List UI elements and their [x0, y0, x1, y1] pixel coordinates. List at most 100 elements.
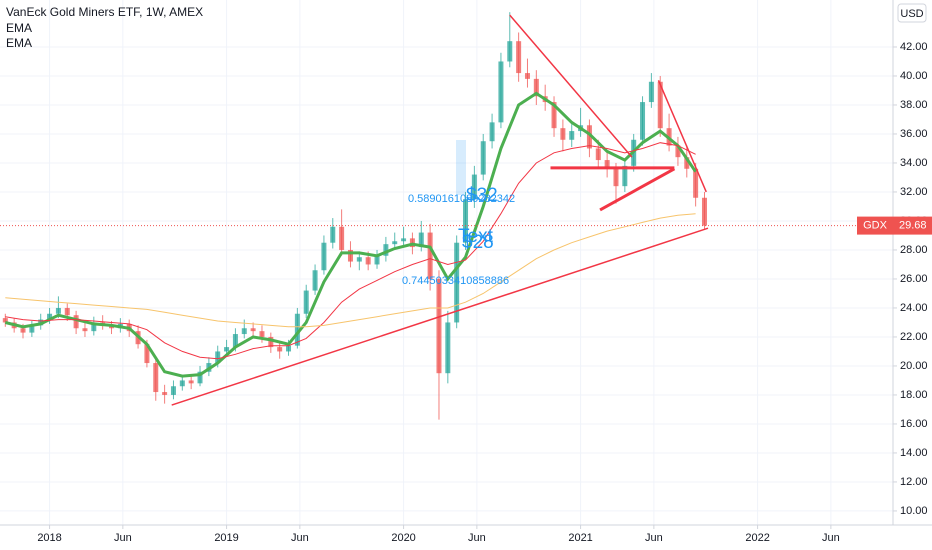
- y-tick-label: 40.00: [900, 70, 928, 82]
- candle-body: [321, 242, 327, 271]
- x-tick-label: Jun: [468, 532, 486, 544]
- currency-button[interactable]: [897, 3, 927, 23]
- candle-body: [188, 380, 194, 384]
- symbol-label-box: [857, 216, 893, 235]
- candle-body: [675, 145, 681, 158]
- x-tick-label: 2018: [37, 532, 61, 544]
- candle-body: [153, 363, 159, 393]
- y-tick-label: 22.00: [900, 331, 928, 343]
- plot-area: [0, 12, 893, 420]
- x-tick-label: Jun: [291, 532, 309, 544]
- candle-body: [179, 380, 185, 387]
- y-tick-label: 26.00: [900, 273, 928, 285]
- candle-body: [197, 371, 203, 384]
- y-tick-label: 16.00: [900, 418, 928, 430]
- candle-body: [586, 125, 592, 149]
- candle-body: [73, 315, 79, 329]
- candle-body: [640, 102, 646, 140]
- y-tick-label: 18.00: [900, 389, 928, 401]
- candle-body: [47, 313, 53, 320]
- y-tick-label: 20.00: [900, 360, 928, 372]
- candle-body: [347, 249, 353, 262]
- candle-body: [144, 344, 150, 364]
- candle-body: [622, 165, 628, 187]
- annotation: $32: [466, 185, 498, 206]
- candle-body: [241, 328, 247, 335]
- candle-body: [569, 131, 575, 140]
- x-tick-label: 2020: [391, 532, 415, 544]
- candle-body: [613, 168, 619, 187]
- candle-body: [701, 197, 707, 226]
- candle-body: [64, 307, 70, 316]
- candle-body: [516, 41, 522, 74]
- candle-body: [418, 232, 424, 248]
- currency[interactable]: USD: [900, 8, 923, 20]
- y-tick-label: 42.00: [900, 41, 928, 53]
- candle-body: [498, 61, 504, 123]
- candle-body: [232, 334, 238, 348]
- candle-body: [286, 345, 292, 352]
- candle-body: [454, 242, 460, 323]
- candle-body: [392, 241, 398, 245]
- candle-body: [215, 351, 221, 364]
- candle-body: [524, 73, 530, 79]
- candle-body: [480, 141, 486, 175]
- axes: 10.00 12.00 14.00 16.00 18.00 20.00 22.00 24.00…: [37, 41, 932, 544]
- candle-body: [29, 325, 35, 333]
- candle-body: [303, 290, 309, 314]
- x-tick-label: Jun: [645, 532, 663, 544]
- candle-body: [312, 270, 318, 291]
- candle-body: [657, 81, 663, 129]
- candle-body: [339, 226, 345, 250]
- symbol-label: GDX: [863, 220, 888, 232]
- y-tick-label: 34.00: [900, 157, 928, 169]
- candle-body: [55, 307, 61, 314]
- x-tick-label: 2019: [214, 532, 238, 544]
- y-tick-label: 24.00: [900, 302, 928, 314]
- candle-body: [489, 122, 495, 142]
- candle-body: [2, 318, 8, 323]
- y-tick-label: 10.00: [900, 505, 928, 517]
- x-tick-label: Jun: [822, 532, 840, 544]
- candle-body: [595, 148, 601, 161]
- y-tick-label: 36.00: [900, 128, 928, 140]
- y-tick-label: 14.00: [900, 447, 928, 459]
- candle-body: [383, 244, 389, 256]
- candle-body: [91, 322, 97, 332]
- annotation: $28: [462, 232, 494, 253]
- x-tick-label: Jun: [114, 532, 132, 544]
- grid: [0, 0, 893, 525]
- legend-entry: EMA: [6, 36, 32, 50]
- y-tick-label: 32.00: [900, 186, 928, 198]
- last-price-label: 29.68: [899, 220, 927, 232]
- candle-body: [268, 336, 274, 348]
- candle-body: [277, 347, 283, 352]
- candle-body: [507, 41, 513, 62]
- trend-line: [509, 14, 633, 158]
- candle-body: [170, 386, 176, 395]
- candle-body: [162, 392, 168, 395]
- candle-body: [560, 128, 566, 140]
- candle-body: [604, 160, 610, 169]
- x-tick-label: 2022: [745, 532, 769, 544]
- trend-line: [599, 167, 676, 212]
- candle-body: [259, 331, 265, 337]
- annotation: 0.7445033410858886: [402, 275, 509, 287]
- candle-body: [224, 347, 230, 352]
- ema-line: [5, 213, 696, 328]
- trend-line: [657, 80, 707, 193]
- y-tick-label: 12.00: [900, 476, 928, 488]
- candle-body: [427, 232, 433, 279]
- candle-body: [250, 328, 256, 332]
- candle-body: [20, 328, 26, 333]
- candle-body: [551, 102, 557, 129]
- candle-body: [436, 278, 442, 374]
- candle-body: [533, 78, 539, 97]
- ema-line: [5, 142, 696, 360]
- y-tick-label: 38.00: [900, 99, 928, 111]
- chart-title: VanEck Gold Miners ETF, 1W, AMEX: [6, 5, 203, 19]
- candle-body: [401, 238, 407, 242]
- x-tick-label: 2021: [568, 532, 592, 544]
- legend-entry: EMA: [6, 21, 32, 35]
